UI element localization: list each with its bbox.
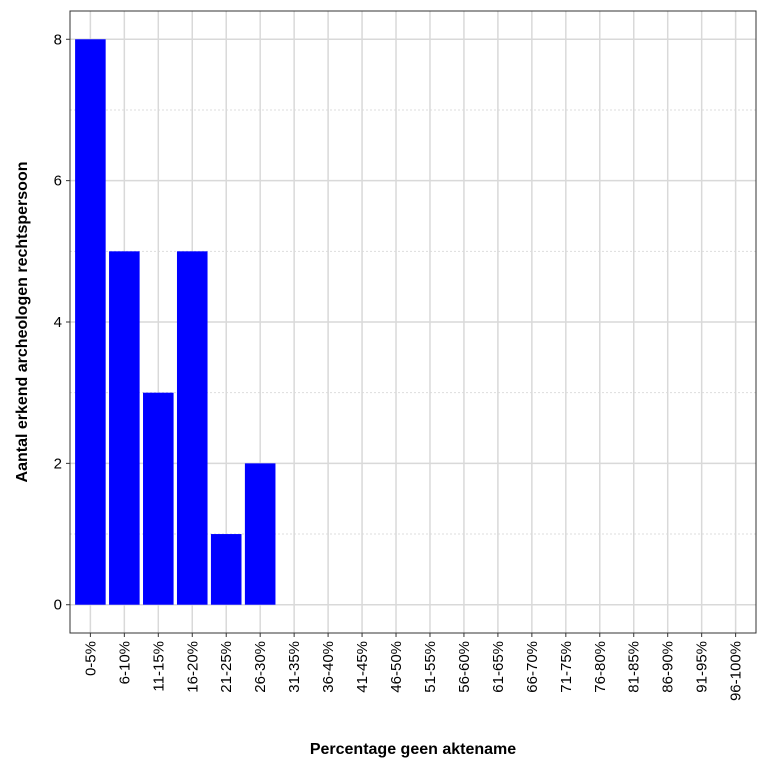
x-axis-label: Percentage geen aktename: [310, 741, 516, 758]
bar: [143, 392, 174, 605]
x-tick-label: 21-25%: [218, 641, 235, 693]
x-tick-label: 26-30%: [252, 641, 269, 693]
x-tick-label: 41-45%: [354, 641, 371, 693]
x-tick-label: 96-100%: [728, 641, 745, 701]
y-tick-label: 4: [54, 314, 62, 331]
bar: [210, 534, 242, 605]
panel-border: [69, 10, 757, 634]
x-tick-label: 66-70%: [524, 641, 541, 693]
y-tick-label: 2: [54, 455, 62, 472]
x-tick-label: 51-55%: [422, 641, 439, 693]
bar: [176, 251, 208, 605]
x-tick-label: 11-15%: [150, 641, 167, 692]
y-tick-label: 6: [54, 173, 62, 190]
x-tick-label: 86-90%: [660, 641, 677, 693]
x-tick-label: 16-20%: [184, 641, 201, 693]
y-axis-label: Aantal erkend archeologen rechtspersoon: [14, 162, 31, 483]
x-tick-label: 71-75%: [558, 641, 575, 693]
x-tick-label: 0-5%: [82, 641, 99, 676]
x-tick-label: 31-35%: [286, 641, 303, 693]
x-tick-label: 91-95%: [694, 641, 711, 693]
x-tick-label: 46-50%: [388, 641, 405, 693]
x-tick-label: 76-80%: [592, 641, 609, 693]
x-tick-label: 6-10%: [116, 641, 133, 684]
x-tick-label: 36-40%: [320, 641, 337, 693]
x-tick-label: 56-60%: [456, 641, 473, 693]
bar: [244, 463, 276, 605]
y-tick-label: 0: [54, 597, 62, 614]
bar: [109, 251, 140, 605]
x-tick-label: 81-85%: [626, 641, 643, 693]
x-tick-label: 61-65%: [490, 641, 507, 693]
bar: [75, 39, 106, 605]
y-tick-label: 8: [54, 31, 62, 48]
